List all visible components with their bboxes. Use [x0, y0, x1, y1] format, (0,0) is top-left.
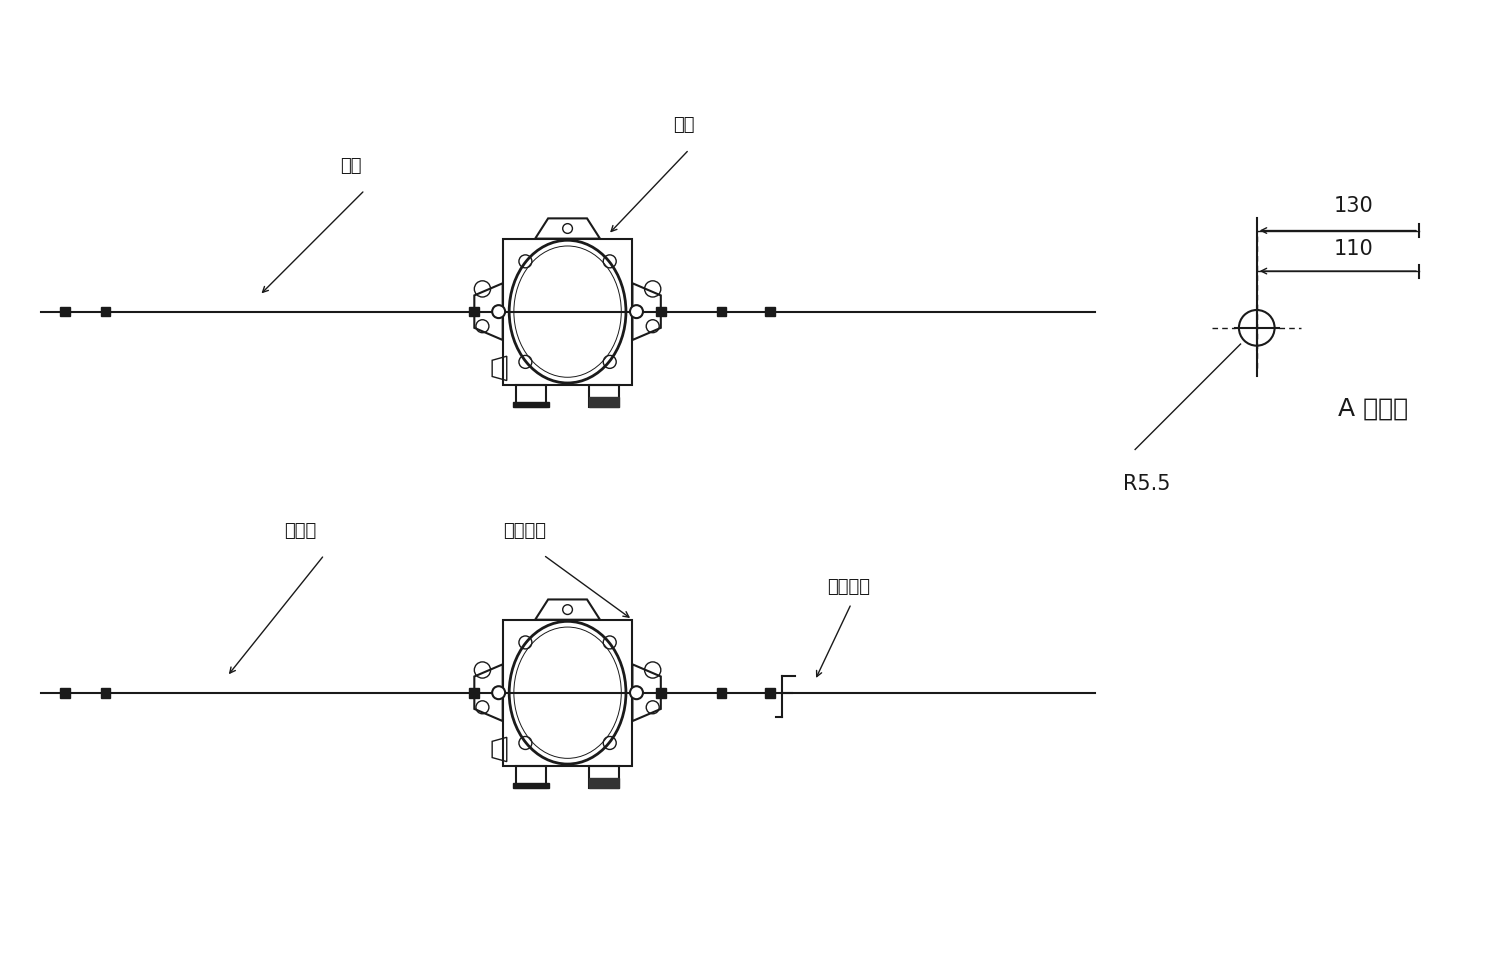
Bar [513, 402, 549, 408]
Bar [513, 783, 549, 788]
Bar [590, 397, 618, 408]
Text: 拉绳开关: 拉绳开关 [503, 521, 546, 540]
Bar [656, 307, 666, 317]
Bar [503, 239, 633, 384]
Text: 130: 130 [1334, 196, 1374, 216]
Text: 110: 110 [1334, 239, 1374, 259]
Bar [656, 688, 666, 698]
Bar [470, 688, 478, 698]
Text: R5.5: R5.5 [1124, 473, 1170, 494]
Bar [100, 688, 111, 698]
Bar [717, 688, 726, 698]
Bar [503, 619, 633, 765]
Bar [516, 384, 546, 408]
Text: 钢丝绳: 钢丝绳 [284, 521, 316, 540]
Bar [470, 307, 478, 317]
Bar [590, 778, 618, 788]
Bar [60, 307, 69, 317]
Bar [765, 688, 776, 698]
Circle shape [492, 305, 506, 318]
Circle shape [630, 305, 644, 318]
Circle shape [630, 686, 644, 699]
Bar [60, 688, 69, 698]
Text: A 向孔形: A 向孔形 [1338, 397, 1408, 421]
Bar [516, 765, 546, 788]
Circle shape [492, 686, 506, 699]
Bar [765, 307, 776, 317]
Bar [590, 384, 618, 408]
Text: 扎头: 扎头 [340, 157, 362, 174]
Bar [717, 307, 726, 317]
Text: 调整螺栓: 调整螺栓 [827, 578, 870, 596]
Bar [100, 307, 111, 317]
Bar [590, 765, 618, 788]
Text: 托环: 托环 [674, 117, 694, 134]
